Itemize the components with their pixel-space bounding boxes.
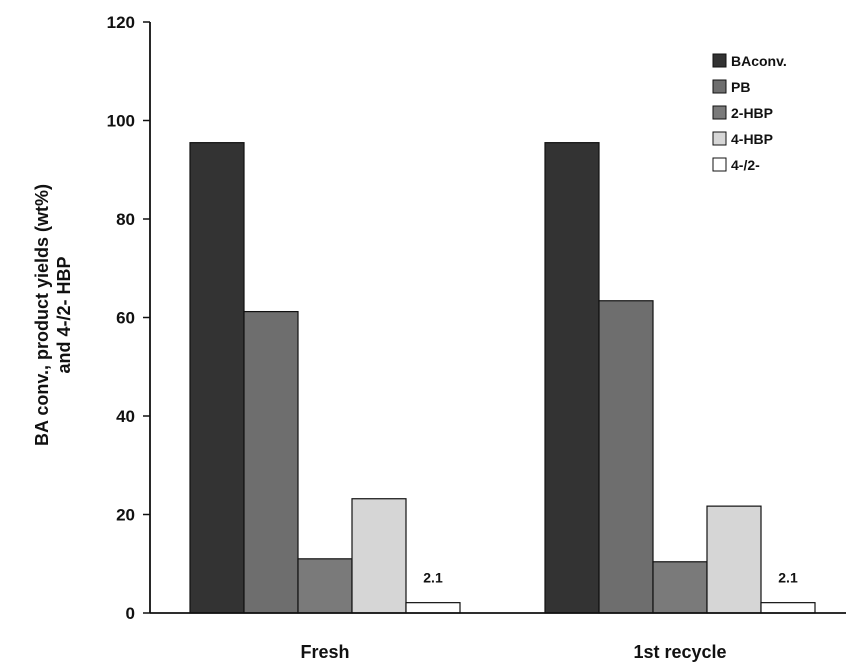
data-label: 2.1 — [423, 570, 443, 586]
bar-2-hbp — [652, 561, 708, 614]
y-axis-label-line-2: and 4-/2- HBP — [54, 256, 74, 373]
data-label: 2.1 — [778, 570, 798, 586]
bar-4-hbp — [706, 505, 762, 614]
legend-label: 2-HBP — [731, 105, 773, 121]
y-axis-ticks: 0 20 40 60 80 100 120 — [107, 13, 150, 623]
x-category-label: 1st recycle — [633, 642, 726, 662]
y-axis-label-line-1: BA conv., product yields (wt%) — [32, 184, 52, 446]
legend-swatch — [712, 79, 727, 94]
y-axis-label: BA conv., product yields (wt%) and 4-/2-… — [32, 184, 74, 446]
legend-label: BAconv. — [731, 53, 787, 69]
legend-swatch — [712, 131, 727, 146]
x-axis-category-labels: Fresh 1st recycle — [300, 642, 726, 662]
y-tick-label: 0 — [126, 604, 135, 623]
axes — [149, 22, 846, 614]
data-labels: 2.1 2.1 — [423, 570, 798, 586]
bar-pb — [243, 310, 299, 614]
bars — [189, 142, 816, 614]
y-tick-label: 80 — [116, 210, 135, 229]
legend-swatch — [712, 53, 727, 68]
legend: BAconv. PB 2-HBP 4-HBP 4-/2- — [712, 53, 787, 173]
y-tick-label: 60 — [116, 309, 135, 328]
bar-2-hbp — [297, 558, 353, 614]
y-tick-label: 40 — [116, 407, 135, 426]
legend-label: PB — [731, 79, 750, 95]
legend-swatch — [712, 105, 727, 120]
x-category-label: Fresh — [300, 642, 349, 662]
y-tick-label: 20 — [116, 506, 135, 525]
y-tick-label: 100 — [107, 112, 135, 131]
legend-swatch — [712, 157, 727, 172]
legend-label: 4-HBP — [731, 131, 773, 147]
bar-baconv — [544, 142, 600, 614]
bar-4-hbp — [351, 498, 407, 614]
bar-baconv — [189, 142, 245, 614]
bar-pb — [598, 300, 654, 614]
bar-4-2 — [760, 602, 816, 614]
y-tick-label: 120 — [107, 13, 135, 32]
legend-label: 4-/2- — [731, 157, 760, 173]
bar-4-2 — [405, 602, 461, 614]
